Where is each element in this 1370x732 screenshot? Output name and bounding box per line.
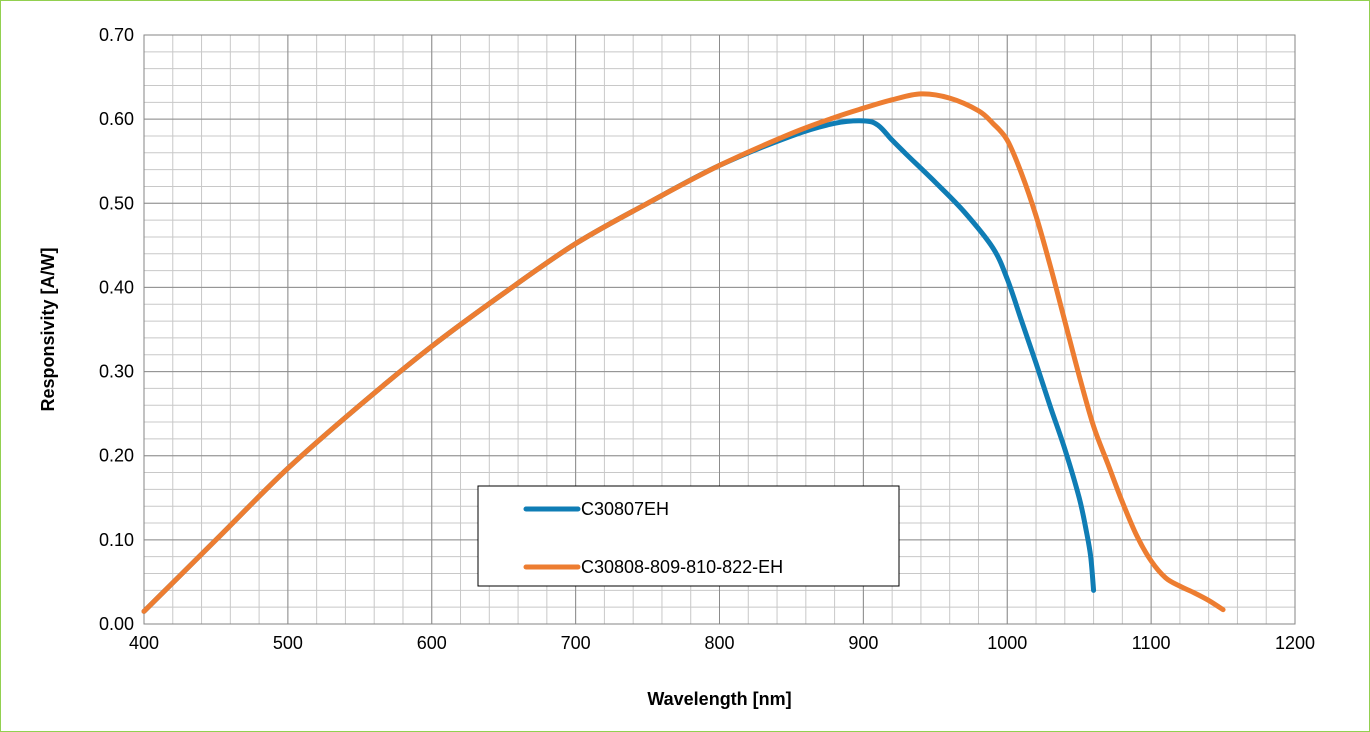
x-tick-label: 1000 [987,633,1027,653]
y-axis-title: Responsivity [A/W] [38,247,58,411]
y-tick-label: 0.70 [99,25,134,45]
x-tick-label: 900 [848,633,878,653]
y-tick-label: 0.30 [99,362,134,382]
y-tick-label: 0.40 [99,277,134,297]
x-tick-label: 800 [704,633,734,653]
y-tick-label: 0.60 [99,109,134,129]
y-tick-label: 0.00 [99,614,134,634]
plot-area-border [143,34,1296,625]
tick-labels: 400 500 600 700 800 900 1000 1100 1200 0.00 0.10 0.… [99,25,1315,653]
x-axis-title: Wavelength [nm] [647,689,791,709]
x-tick-label: 600 [417,633,447,653]
y-tick-label: 0.20 [99,446,134,466]
y-tick-label: 0.50 [99,193,134,213]
legend-label-c30808-809-810-822-eh: C30808-809-810-822-EH [581,557,783,577]
x-tick-label: 700 [561,633,591,653]
legend: C30807EH C30808-809-810-822-EH [477,485,900,587]
x-tick-label: 500 [273,633,303,653]
legend-label-c30807eh: C30807EH [581,499,669,519]
series-layer [141,91,1226,614]
series-line-c30808-809-810-822-eh [141,91,1226,614]
x-tick-label: 1100 [1132,633,1171,653]
x-tick-label: 400 [129,633,159,653]
y-tick-label: 0.10 [99,530,134,550]
x-tick-label: 1200 [1275,633,1315,653]
